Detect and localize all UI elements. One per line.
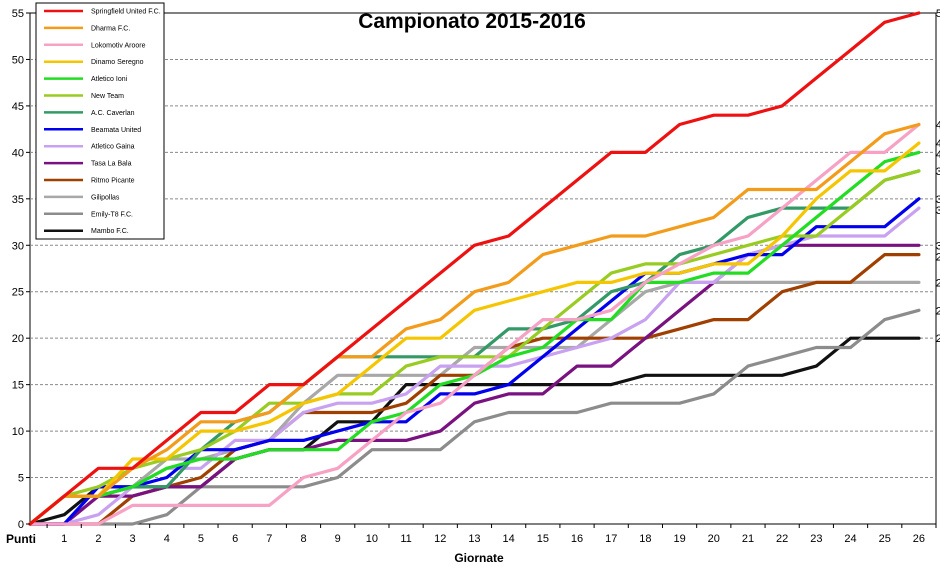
end-value-label: 40 — [936, 149, 940, 161]
x-tick-label: 7 — [266, 533, 272, 545]
series-line-4 — [28, 141, 921, 526]
x-tick-label: 24 — [844, 533, 856, 545]
series-lines — [28, 11, 921, 526]
y-tick-label: 15 — [12, 380, 24, 392]
end-value-label: 35 — [936, 194, 940, 206]
y-tick-label: 40 — [12, 147, 24, 159]
x-tick-label: 13 — [468, 533, 480, 545]
x-tick-label: 3 — [130, 533, 136, 545]
legend-label: Mambo F.C. — [91, 228, 129, 235]
y-tick-label: 45 — [12, 101, 24, 113]
x-tick-label: 1 — [61, 533, 67, 545]
end-value-label: 20 — [936, 333, 940, 345]
end-value-label: 55 — [936, 8, 940, 20]
x-tick-label: 19 — [673, 533, 685, 545]
end-value-label: 41 — [936, 138, 940, 150]
y-tick-label: 0 — [18, 519, 24, 531]
legend-label: New Team — [91, 93, 124, 100]
x-tick-label: 16 — [571, 533, 583, 545]
legend-label: Ritmo Picante — [91, 178, 135, 185]
y-tick-label: 55 — [12, 8, 24, 20]
y-tick-label: 30 — [12, 240, 24, 252]
series-line-2 — [28, 122, 921, 526]
series-line-6 — [28, 169, 921, 526]
x-tick-label: 6 — [232, 533, 238, 545]
legend-label: Atletico Ioni — [91, 76, 128, 83]
end-value-label: 34 — [936, 205, 940, 217]
end-value-label: 38 — [936, 166, 940, 178]
legend-label: Dharma F.C. — [91, 25, 130, 32]
series-line-1 — [28, 11, 921, 526]
x-tick-label: 21 — [742, 533, 754, 545]
legend-label: Tasa La Bala — [91, 161, 132, 168]
x-tick-label: 12 — [434, 533, 446, 545]
legend-label: Emily-T8 F.C. — [91, 211, 133, 218]
x-tick-label: 20 — [708, 533, 720, 545]
x-tick-label: 26 — [913, 533, 925, 545]
chart-title: Campionato 2015-2016 — [358, 10, 586, 33]
x-tick-label: 14 — [503, 533, 515, 545]
end-value-label: 30 — [936, 240, 940, 252]
end-value-label: 26 — [936, 277, 940, 289]
end-value-label: 23 — [936, 305, 940, 317]
x-tick-label: 8 — [300, 533, 306, 545]
legend-label: Gilipollas — [91, 194, 120, 201]
x-tick-labels: 1 2 3 4 5 6 7 8 9 10 11 12 13 14 15 16 17 18 19 20 21 22 23 24 2… — [46, 524, 937, 545]
x-tick-label: 18 — [639, 533, 651, 545]
y-tick-label: 25 — [12, 287, 24, 299]
legend-label: A.C. Caverlan — [91, 110, 135, 117]
y-tick-label: 10 — [12, 426, 24, 438]
x-tick-label: 5 — [198, 533, 204, 545]
y-tick-labels: 0 5 10 15 20 25 30 35 40 45 50 55 — [12, 8, 30, 531]
x-tick-label: 22 — [776, 533, 788, 545]
legend-label: Atletico Gaina — [91, 144, 135, 151]
x-axis-label: Giornate — [454, 551, 504, 565]
legend-label: Lokomotiv Aroore — [91, 42, 146, 49]
series-line-12 — [28, 280, 921, 526]
legend-box — [35, 2, 165, 240]
legend-label: Beamata United — [91, 127, 141, 134]
y-axis-label: Punti — [6, 532, 36, 546]
series-line-3 — [28, 122, 921, 526]
legend-label: Dinamo Seregno — [91, 59, 144, 66]
legend-label: Springfield United F.C. — [91, 9, 161, 16]
x-tick-label: 2 — [95, 533, 101, 545]
x-tick-label: 4 — [164, 533, 170, 545]
x-tick-label: 17 — [605, 533, 617, 545]
x-tick-label: 10 — [366, 533, 378, 545]
y-tick-label: 20 — [12, 333, 24, 345]
end-value-label: 29 — [936, 251, 940, 263]
x-tick-label: 11 — [400, 533, 411, 545]
y-tick-label: 35 — [12, 194, 24, 206]
end-value-label: 43 — [936, 119, 940, 131]
x-tick-label: 25 — [879, 533, 891, 545]
end-value-labels: 55 43 4140 38 3534 3029 26 23 20 — [936, 8, 940, 345]
x-tick-label: 15 — [537, 533, 549, 545]
y-tick-label: 50 — [12, 54, 24, 66]
x-tick-label: 23 — [810, 533, 822, 545]
y-tick-label: 5 — [18, 473, 24, 485]
x-tick-label: 9 — [335, 533, 341, 545]
legend: Springfield United F.C. Dharma F.C. Lokomo… — [35, 2, 165, 240]
